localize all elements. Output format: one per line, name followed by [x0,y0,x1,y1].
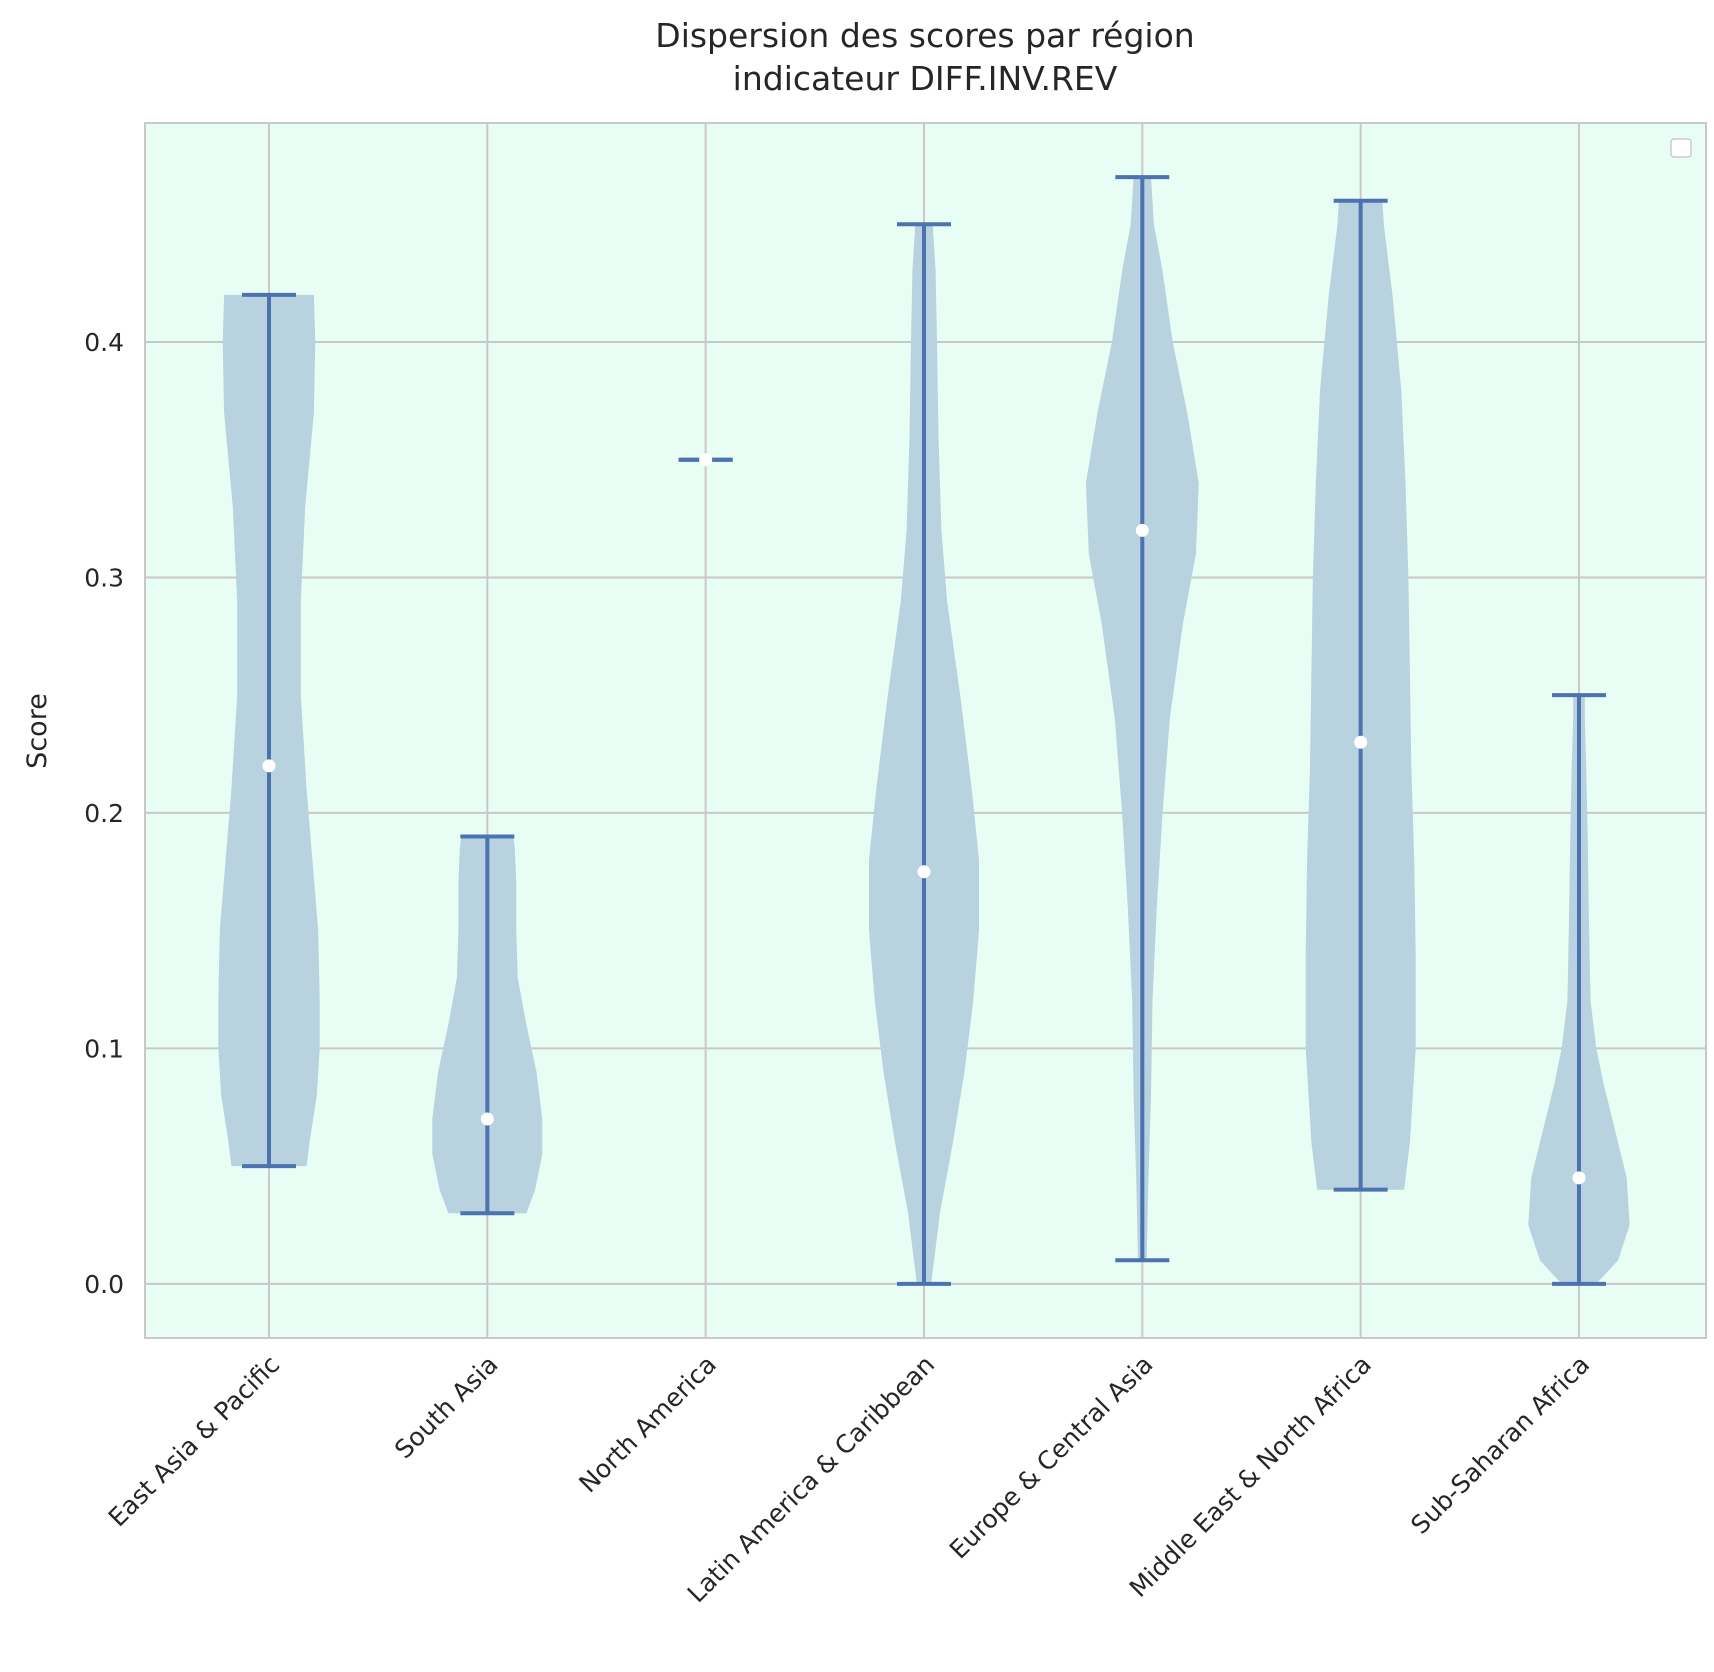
x-tick-label: South Asia [389,1350,504,1465]
chart-title-line-2: indicateur DIFF.INV.REV [733,59,1118,98]
violin-5 [1085,175,1199,1263]
x-tick-label: North America [573,1350,721,1498]
legend-marker [1670,138,1692,158]
violin-median-dot [262,759,276,773]
x-tick-label: East Asia & Pacific [103,1350,286,1533]
violin-median-dot [1572,1171,1586,1185]
y-tick-label: 0.3 [84,563,124,592]
violin-4 [869,222,979,1286]
violin-3 [678,453,733,467]
violin-median-dot [917,865,931,879]
y-tick-labels: 0.0 0.1 0.2 0.3 0.4 [84,328,124,1299]
violin-median-dot [1135,523,1149,537]
x-tick-label: Europe & Central Asia [944,1350,1159,1565]
violin-median-dot [1354,735,1368,749]
violins [218,175,1630,1286]
violin-1 [218,292,320,1169]
y-tick-label: 0.0 [84,1270,124,1299]
x-tick-labels: East Asia & Pacific South Asia North Ameri… [103,1350,1596,1609]
violin-7 [1528,693,1630,1286]
legend-box [1670,138,1692,158]
violin-median-dot [699,453,713,467]
y-axis-label: Score [22,693,53,769]
x-tick-label: Middle East & North Africa [1124,1350,1377,1603]
x-tick-label: Latin America & Caribbean [682,1350,941,1609]
violin-6 [1305,198,1416,1192]
x-tick-label: Sub-Saharan Africa [1405,1350,1595,1540]
y-tick-label: 0.1 [84,1034,124,1063]
chart-title-line-1: Dispersion des scores par région [655,16,1194,55]
violin-median-dot [480,1112,494,1126]
violin-2 [432,834,543,1216]
y-tick-label: 0.4 [84,328,124,357]
y-tick-label: 0.2 [84,799,124,828]
plot-frame [144,122,1707,1339]
